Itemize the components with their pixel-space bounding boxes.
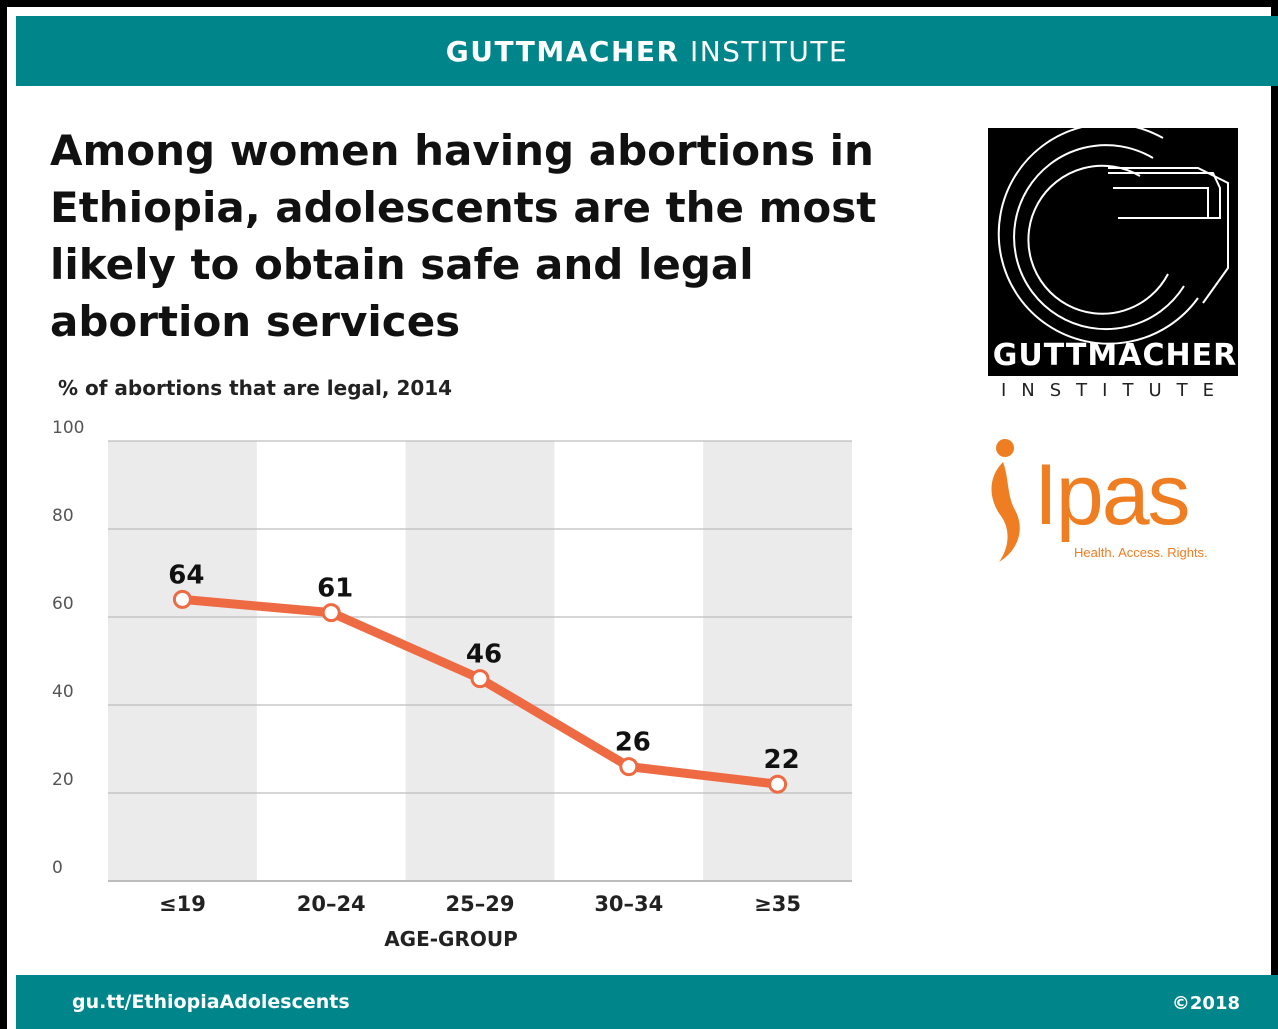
x-tick-label-0: ≤19 bbox=[159, 892, 206, 916]
data-label-3: 26 bbox=[615, 728, 651, 758]
y-tick-label-40: 40 bbox=[52, 682, 74, 702]
data-label-0: 64 bbox=[168, 560, 204, 590]
headline: Among women having abortions in Ethiopia… bbox=[50, 126, 877, 346]
data-point-2 bbox=[470, 669, 490, 689]
chart-subtitle: % of abortions that are legal, 2014 bbox=[58, 376, 453, 400]
y-tick-label-60: 60 bbox=[52, 594, 74, 614]
footer-bar: gu.tt/EthiopiaAdolescents ©2018 bbox=[16, 975, 1278, 1029]
y-tick-label-100: 100 bbox=[52, 418, 84, 438]
data-label-4: 22 bbox=[764, 745, 800, 775]
footer-url[interactable]: gu.tt/EthiopiaAdolescents bbox=[72, 991, 350, 1013]
y-tick-label-0: 0 bbox=[52, 858, 63, 878]
data-label-2: 46 bbox=[466, 640, 502, 670]
x-axis-label: AGE-GROUP bbox=[384, 927, 518, 950]
guttmacher-g-mark-icon bbox=[997, 122, 1229, 345]
x-tick-label-4: ≥35 bbox=[754, 892, 801, 916]
y-tick-label-20: 20 bbox=[52, 770, 74, 790]
guttmacher-logo bbox=[988, 122, 1238, 376]
data-label-1: 61 bbox=[317, 574, 353, 604]
y-tick-label-80: 80 bbox=[52, 506, 74, 526]
data-point-0 bbox=[172, 589, 192, 609]
data-point-3 bbox=[619, 757, 639, 777]
header-bar: GUTTMACHER INSTITUTE bbox=[16, 16, 1278, 86]
header-brand: GUTTMACHER INSTITUTE bbox=[446, 35, 848, 68]
ipas-figure-icon bbox=[991, 439, 1020, 562]
category-band-4 bbox=[703, 441, 852, 881]
guttmacher-logo-sub: INSTITUTE bbox=[1000, 380, 1230, 401]
x-tick-label-3: 30–34 bbox=[594, 892, 663, 916]
guttmacher-logo-word: GUTTMACHER bbox=[992, 338, 1238, 373]
line-chart: 0 20 40 60 80 100 ≤19 20–24 25–29 30–34 ≥35 AGE-GRO… bbox=[52, 418, 852, 950]
data-point-1 bbox=[321, 603, 341, 623]
category-band-0 bbox=[108, 441, 257, 881]
footer-copyright: ©2018 bbox=[1171, 993, 1240, 1014]
x-tick-label-2: 25–29 bbox=[446, 892, 515, 916]
ipas-tagline: Health. Access. Rights. bbox=[1074, 545, 1208, 560]
header-brand-bold: GUTTMACHER bbox=[445, 34, 680, 68]
ipas-logo-word: Ipas bbox=[1034, 447, 1191, 543]
header-brand-light: INSTITUTE bbox=[689, 34, 849, 68]
x-tick-label-1: 20–24 bbox=[297, 892, 366, 916]
data-point-4 bbox=[768, 774, 788, 794]
